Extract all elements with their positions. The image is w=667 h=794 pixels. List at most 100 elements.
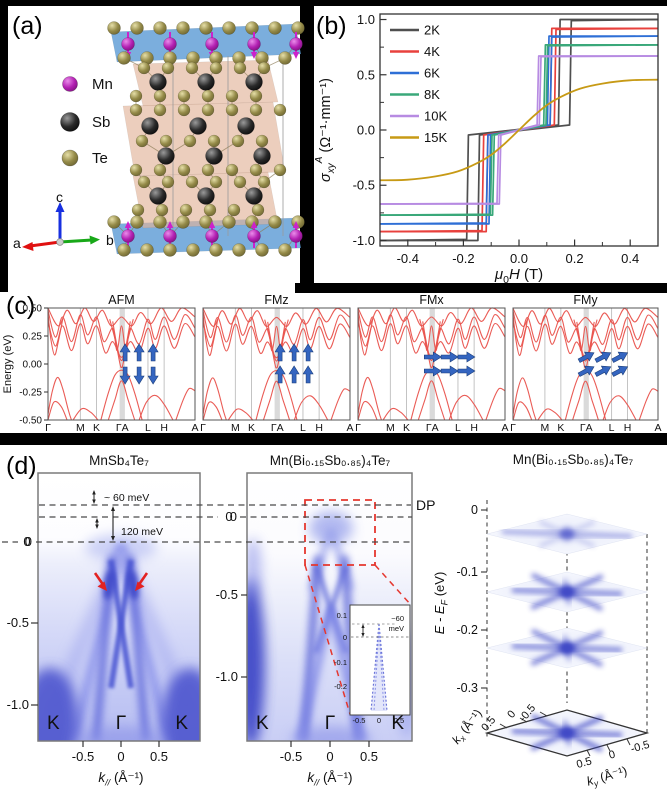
band-curve	[109, 319, 134, 369]
b-axis-arrowhead-icon	[89, 235, 100, 245]
legend-label-4K: 4K	[424, 44, 440, 59]
y-tick-label: -1.0	[353, 233, 375, 248]
energy-tick-label: 0.25	[23, 332, 43, 343]
mn-atom-icon	[163, 37, 177, 51]
te-atom-icon	[209, 175, 223, 189]
arpes-mid-xticks: -0.5 0 0.5	[280, 741, 378, 764]
te-atom-icon	[209, 61, 223, 75]
k-label-ΓA: ΓA	[116, 422, 129, 434]
svg-text:-0.5: -0.5	[280, 749, 302, 764]
ann-120mev: 120 meV	[121, 526, 163, 538]
svg-text:0.1: 0.1	[337, 611, 347, 620]
band-curve	[357, 313, 374, 356]
spin-arrow-icon	[611, 365, 629, 377]
band-curve	[72, 407, 99, 421]
legend-label-8K: 8K	[424, 87, 440, 102]
k-label-Γ: Γ	[200, 422, 206, 434]
k-label-L: L	[455, 422, 461, 434]
te-atom-icon	[255, 243, 269, 257]
te-atom-icon	[153, 21, 167, 35]
te-atom-icon	[268, 21, 282, 35]
te-atom-icon	[225, 163, 239, 177]
mn-atom-icon	[205, 37, 219, 51]
mn-atom-icon	[121, 37, 135, 51]
spin-arrow-icon	[577, 365, 595, 377]
te-atom-icon	[153, 89, 167, 103]
x-tick-label: 0.2	[566, 251, 584, 266]
te-atom-icon	[227, 203, 241, 217]
spin-arrow-icon	[457, 351, 476, 363]
te-atom-icon	[209, 243, 223, 257]
sb-atom-icon	[149, 73, 167, 91]
sb-atom-icon	[253, 147, 271, 165]
te-atom-icon	[278, 243, 292, 257]
subpanel-title: FMy	[573, 293, 598, 307]
te-atom-icon	[201, 103, 215, 117]
te-atom-icon	[232, 243, 246, 257]
b-axis-label: b	[106, 232, 114, 248]
energy-map-layer-0	[486, 513, 648, 555]
mn-moment-arrowhead-icon	[292, 52, 300, 59]
k-label-M: M	[541, 422, 550, 434]
x-tick-label: 0.0	[510, 251, 528, 266]
crystal-axes-triad: a b c	[13, 189, 114, 251]
sb-atom-icon	[197, 187, 215, 205]
band-curve	[357, 307, 506, 327]
k-label-Γ: Γ	[45, 422, 51, 434]
k-label-K: K	[248, 422, 255, 434]
a-axis-arrowhead-icon	[22, 242, 34, 251]
subpanel-title: AFM	[108, 293, 134, 307]
svg-text:0.5: 0.5	[150, 749, 168, 764]
band-curve	[112, 321, 131, 362]
svg-text:0: 0	[117, 749, 124, 764]
energy-map-layers	[484, 513, 650, 757]
te-atom-icon	[107, 215, 121, 229]
e-ef-axis-title: E - EF (eV)	[432, 572, 450, 635]
band-curve	[175, 387, 196, 421]
band-curve	[202, 310, 351, 352]
arpes-right-title: Mn(Bi₀.₁₅Sb₀.₈₅)₄Te₇	[513, 452, 634, 467]
svg-text:K: K	[47, 713, 60, 734]
te-atom-icon	[185, 175, 199, 189]
mn-atom-icon	[289, 37, 303, 51]
mn-moment-arrowhead-icon	[208, 221, 216, 228]
ann-60mev: ~ 60 meV	[104, 492, 149, 504]
k-label-H: H	[624, 422, 632, 434]
spin-arrow-icon	[288, 343, 300, 362]
b-axis-arrow	[59, 238, 93, 244]
mn-moment-arrowhead-icon	[250, 52, 258, 59]
te-atom-icon	[207, 134, 221, 148]
band-curve	[576, 321, 595, 362]
panel-c-label: (c)	[6, 292, 35, 320]
kpar-axis-title-left: k// (Å⁻¹)	[98, 770, 143, 788]
te-legend-label: Te	[92, 150, 108, 167]
te-atom-icon	[179, 203, 193, 217]
te-atom-icon	[249, 89, 263, 103]
crystal-structure-drawing	[107, 21, 305, 257]
k-label-M: M	[76, 422, 85, 434]
sb-atom-icon	[237, 117, 255, 135]
te-atom-icon	[231, 134, 245, 148]
te-atom-icon	[203, 203, 217, 217]
te-atom-icon	[268, 215, 282, 229]
red-arrowhead-icon	[97, 581, 107, 591]
arpes-left-panel: K Γ K 0 -0.5 -1.0 -0.5 0 0.5	[7, 472, 201, 788]
te-atom-icon	[129, 103, 143, 117]
k-label-A: A	[654, 422, 661, 434]
te-atom-icon	[225, 103, 239, 117]
c-axis-label: c	[56, 189, 63, 205]
band-curve	[357, 310, 506, 352]
te-atom-icon	[249, 163, 263, 177]
mn-atom-icon	[62, 76, 78, 92]
svg-text:0: 0	[505, 708, 518, 720]
k-label-M: M	[386, 422, 395, 434]
te-atom-icon	[249, 103, 263, 117]
band-curve	[100, 369, 143, 421]
spin-arrow-icon	[119, 343, 131, 362]
svg-text:0.5: 0.5	[394, 716, 404, 725]
a-axis-label: a	[13, 235, 21, 251]
x-tick-label: -0.2	[452, 251, 474, 266]
te-atom-icon	[199, 215, 213, 229]
k-label-ΓA: ΓA	[426, 422, 439, 434]
